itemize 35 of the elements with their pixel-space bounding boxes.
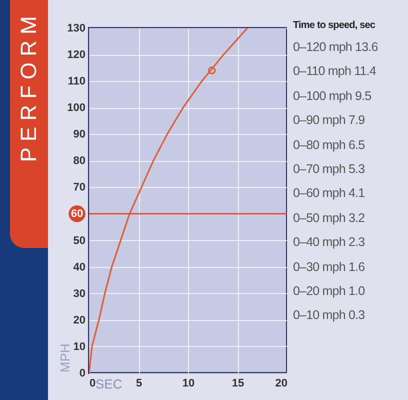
x-axis-title: SEC (96, 376, 122, 392)
text: 0–70 mph 5.3 (293, 162, 366, 178)
y-tick-label: 0 (79, 368, 86, 380)
text: 0–80 mph 6.5 (293, 138, 366, 154)
y-tick-label: 130 (67, 22, 86, 34)
text: 0–30 mph 1.6 (293, 260, 366, 276)
x-tick-label: 0 (90, 378, 96, 390)
text: 0–50 mph 3.2 (293, 210, 366, 227)
text: 0–100 mph 9.5 (293, 88, 372, 105)
y-tick-label: 50 (73, 234, 86, 247)
text: 0–60 mph 4.1 (293, 186, 366, 202)
y-tick-label: 10 (73, 340, 86, 353)
y-tick-label: 120 (67, 49, 86, 62)
text: Time to speed, sec (293, 20, 376, 31)
text: 0–20 mph 1.0 (293, 284, 366, 300)
ref-line-label: 60 (70, 208, 84, 220)
x-tick-label: 20 (275, 378, 288, 390)
y-tick-label: 20 (73, 314, 86, 326)
text: 0–10 mph 0.3 (293, 308, 366, 324)
text: 0–110 mph 11.4 (293, 64, 377, 80)
x-tick-label: 10 (182, 378, 195, 390)
y-tick-label: 80 (73, 155, 86, 168)
text: 0–120 mph 13.6 (293, 40, 379, 56)
y-tick-label: 70 (73, 182, 86, 194)
x-tick-label: 5 (136, 378, 142, 390)
text: PERFORM (16, 10, 42, 162)
x-tick-label: 15 (232, 378, 244, 390)
y-tick-label: 110 (68, 76, 86, 88)
y-tick-label: 100 (67, 102, 86, 114)
text: 0–90 mph 7.9 (293, 113, 366, 130)
y-axis-title: MPH (58, 344, 72, 372)
y-tick-label: 30 (73, 288, 86, 300)
y-tick-label: 90 (73, 128, 86, 141)
text: 0–40 mph 2.3 (293, 235, 366, 252)
y-tick-label: 40 (73, 261, 86, 274)
